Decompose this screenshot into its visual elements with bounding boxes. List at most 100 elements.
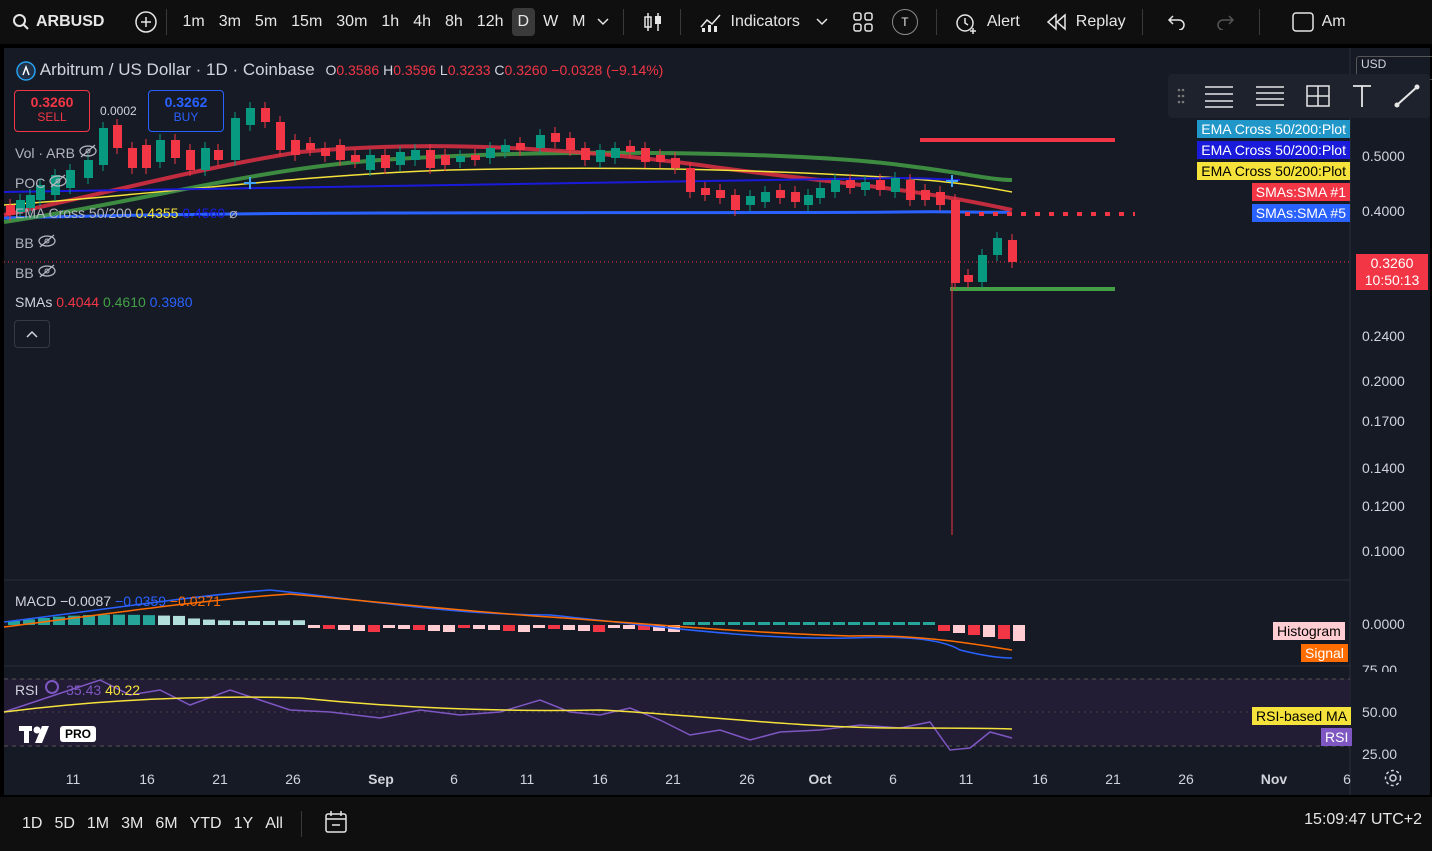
macd-bar: [113, 614, 125, 625]
candle-body: [816, 188, 825, 198]
time-axis-label: Nov: [1260, 771, 1288, 787]
candle-body: [156, 140, 165, 162]
macd-bar: [458, 625, 470, 628]
open-value: 0.3586: [336, 62, 380, 78]
eye-off-icon[interactable]: [79, 144, 97, 158]
candle-body: [611, 148, 620, 158]
rsi-settings-icon[interactable]: [42, 679, 62, 695]
range-3M[interactable]: 3M: [121, 815, 144, 832]
range-All[interactable]: All: [265, 815, 283, 832]
timeframe-4h[interactable]: 4h: [413, 13, 431, 30]
range-1M[interactable]: 1M: [86, 815, 110, 832]
fib-lines-icon[interactable]: [1254, 83, 1286, 109]
timeframe-M[interactable]: M: [572, 13, 586, 30]
chart-type-button[interactable]: [642, 0, 664, 44]
poc-label: POC: [15, 175, 46, 191]
layouts-button[interactable]: [852, 0, 874, 44]
macd-value-1: −0.0087: [60, 593, 112, 609]
legend-smas[interactable]: SMAs 0.4044 0.4610 0.3980: [15, 294, 193, 310]
candle-body: [581, 148, 590, 160]
replay-button[interactable]: Replay: [1046, 0, 1126, 44]
range-5D[interactable]: 5D: [54, 815, 75, 832]
macd-bar: [128, 614, 140, 625]
rsi-ma-tag: RSI-based MA: [1252, 707, 1352, 725]
collapse-legend-button[interactable]: [14, 320, 50, 348]
candle-body: [456, 156, 465, 162]
range-6M[interactable]: 6M: [155, 815, 178, 832]
alert-button[interactable]: Alert: [953, 0, 1020, 44]
price-axis-label: 0.2400: [1362, 328, 1405, 344]
account-menu[interactable]: Am: [1322, 0, 1352, 44]
buy-button[interactable]: 0.3262 BUY: [148, 90, 224, 132]
indicators-label: Indicators: [730, 13, 800, 30]
indicators-icon: [699, 11, 723, 33]
hidden-icon[interactable]: ⌀: [229, 205, 238, 221]
low-label: L: [439, 62, 448, 78]
macd-bar: [848, 622, 860, 625]
indicators-button[interactable]: Indicators: [699, 0, 828, 44]
add-symbol-button[interactable]: [134, 0, 158, 44]
timeframe-15m[interactable]: 15m: [291, 13, 323, 30]
range-YTD[interactable]: YTD: [189, 815, 222, 832]
eye-off-icon[interactable]: [37, 264, 56, 278]
trend-lines-icon[interactable]: [1203, 83, 1235, 109]
timeframe-12h[interactable]: 12h: [476, 13, 504, 30]
candle-body: [701, 188, 710, 195]
macd-bar: [353, 625, 365, 631]
undo-icon: [1167, 14, 1187, 30]
divider: [679, 9, 681, 35]
close-value: 0.3260: [504, 62, 548, 78]
timeframe-1m[interactable]: 1m: [182, 13, 205, 30]
macd-legend[interactable]: MACD −0.0087 −0.0359 −0.0271: [15, 593, 221, 609]
timeframe-5m[interactable]: 5m: [254, 13, 278, 30]
axis-settings-button[interactable]: [1383, 768, 1403, 793]
legend-ema-cross[interactable]: EMA Cross 50/200 0.4355 0.4560 ⌀: [15, 205, 238, 222]
timeframe-8h[interactable]: 8h: [445, 13, 463, 30]
range-1D[interactable]: 1D: [22, 815, 43, 832]
timeframe-D[interactable]: D: [511, 8, 536, 36]
candle-body: [993, 238, 1002, 255]
legend-bb-1[interactable]: BB: [15, 234, 56, 251]
range-1Y[interactable]: 1Y: [233, 815, 254, 832]
text-tool-icon[interactable]: [1350, 83, 1374, 109]
clock-time[interactable]: 15:09:47 UTC+2: [1304, 811, 1422, 828]
drag-handle-icon[interactable]: [1177, 87, 1185, 105]
timeframe-1h[interactable]: 1h: [381, 13, 400, 30]
timeframe-W[interactable]: W: [543, 13, 559, 30]
chevron-down-icon: [816, 18, 828, 26]
timeframe-dropdown[interactable]: [596, 0, 609, 44]
candles-icon: [642, 11, 664, 33]
redo-button[interactable]: [1215, 0, 1235, 44]
macd-bar: [83, 615, 95, 625]
symbol-search[interactable]: ARBUSD: [0, 0, 104, 44]
legend-poc[interactable]: POC: [15, 174, 67, 191]
brush-icon[interactable]: [1393, 83, 1421, 109]
candle-body: [536, 135, 545, 148]
macd-signal-line: [3, 593, 1013, 651]
fullscreen-button[interactable]: [1291, 0, 1314, 44]
chart-area[interactable]: [4, 48, 1430, 795]
date-range-button[interactable]: [324, 810, 350, 839]
timeframe-3m[interactable]: 3m: [218, 13, 241, 30]
eye-off-icon[interactable]: [49, 174, 67, 188]
candle-body: [6, 205, 15, 215]
macd-bar: [98, 614, 110, 625]
sell-button[interactable]: 0.3260 SELL: [14, 90, 90, 132]
macd-bar: [908, 622, 920, 625]
timeframe-30m[interactable]: 30m: [336, 13, 368, 30]
candle-body: [964, 275, 973, 282]
price-axis-label: 0.1000: [1362, 543, 1405, 559]
macd-line: [3, 589, 1013, 659]
legend-bb-2[interactable]: BB: [15, 264, 56, 281]
rsi-legend[interactable]: RSI 35.43 40.22: [15, 679, 140, 698]
eye-off-icon[interactable]: [37, 234, 56, 248]
macd-bar: [233, 620, 245, 625]
legend-volume[interactable]: Vol · ARB: [15, 144, 97, 161]
t-badge-button[interactable]: T: [891, 0, 918, 44]
chart-header: Arbitrum / US Dollar · 1D · Coinbase O0.…: [16, 60, 663, 81]
measure-icon[interactable]: [1304, 83, 1332, 109]
undo-button[interactable]: [1167, 0, 1187, 44]
tradingview-logo[interactable]: PRO: [18, 722, 97, 746]
price-axis-label: 0.1200: [1362, 498, 1405, 514]
